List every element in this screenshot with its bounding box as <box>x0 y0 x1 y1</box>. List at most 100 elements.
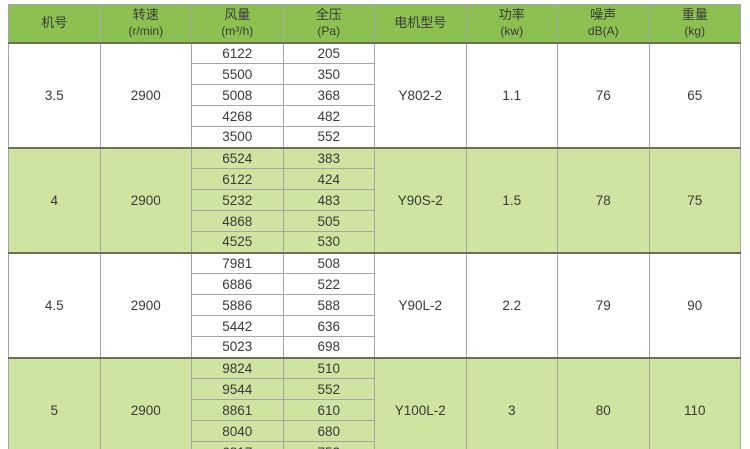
cell-fan-size: 4 <box>8 147 101 253</box>
cell-airflow: 6524 <box>191 147 284 169</box>
table-row: 4525 530 <box>9 231 741 253</box>
cell-power: 1.5 <box>465 147 558 253</box>
cell-airflow: 3500 <box>191 126 284 148</box>
cell-airflow: 9544 <box>191 378 284 400</box>
cell-pressure: 552 <box>282 378 375 400</box>
cell-airflow: 8861 <box>191 399 284 421</box>
cell-pressure: 483 <box>282 189 375 211</box>
cell-fan-size: 4.5 <box>8 252 101 358</box>
column-unit: (kw) <box>500 23 524 38</box>
table-row: 9544 552 <box>9 378 741 400</box>
cell-weight: 90 <box>648 252 741 358</box>
cell-pressure: 205 <box>282 42 375 64</box>
column-header-noise: 噪声 dB(A) <box>557 4 650 44</box>
column-title: 转速 <box>132 7 159 22</box>
cell-pressure: 588 <box>282 294 375 316</box>
cell-pressure: 424 <box>282 168 375 190</box>
spec-group: 3.5 2900 6122 205 Y802-2 1.1 76 65 5500 350 5008 36… <box>8 42 741 148</box>
cell-pressure: 530 <box>282 231 375 253</box>
table-row: 6817752 <box>9 441 741 449</box>
table-row: 5023 698 <box>9 336 741 358</box>
cell-speed: 2900 <box>99 357 192 449</box>
cell-motor-model: Y90S-2 <box>374 147 467 253</box>
cell-weight: 110 <box>648 357 741 449</box>
table-row: 4 2900 6524 383 Y90S-2 1.5 78 75 <box>8 147 741 253</box>
column-unit: (kg) <box>684 23 706 38</box>
table-row: 8861 610 <box>9 399 741 421</box>
cell-pressure: 680 <box>282 420 375 442</box>
cell-airflow: 5232 <box>191 189 284 211</box>
table-row: 8040 680 <box>9 420 741 442</box>
cell-pressure: 610 <box>282 399 375 421</box>
column-header-pressure: 全压 (Pa) <box>282 4 375 44</box>
table-row: 5 2900 9824 510 Y100L-2 3 80 110 <box>8 357 741 449</box>
cell-airflow: 5008 <box>191 84 284 106</box>
cell-power: 2.2 <box>465 252 558 358</box>
cell-fan-size: 5 <box>8 357 101 449</box>
cell-airflow: 5023 <box>191 336 284 358</box>
column-title: 全压 <box>315 7 342 22</box>
cell-noise: 79 <box>557 252 650 358</box>
cell-pressure: 636 <box>282 315 375 337</box>
cell-airflow: 6886 <box>191 273 284 295</box>
table-row: 3500 552 <box>9 126 741 148</box>
column-unit: (m³/h) <box>221 23 254 38</box>
table-row: 6886 522 <box>9 273 741 295</box>
cell-noise: 78 <box>557 147 650 253</box>
cell-airflow: 6817 <box>191 441 284 449</box>
table-row: 5232 483 <box>9 189 741 211</box>
cell-noise: 80 <box>557 357 650 449</box>
table-row: 5886 588 <box>9 294 741 316</box>
cell-pressure: 552 <box>282 126 375 148</box>
cell-power: 3 <box>465 357 558 449</box>
fan-spec-table: 机号 转速 (r/min) 风量 (m³/h) 全压 (Pa) 电机型号 功率 (kw) 噪声 dB(… <box>8 4 741 449</box>
table-row: 5008 368 <box>9 84 741 106</box>
column-title: 噪声 <box>590 7 617 22</box>
table-header: 机号 转速 (r/min) 风量 (m³/h) 全压 (Pa) 电机型号 功率 (kw) 噪声 dB(… <box>8 4 741 44</box>
cell-weight: 65 <box>648 42 741 148</box>
column-title: 机号 <box>41 14 68 30</box>
cell-speed: 2900 <box>99 252 192 358</box>
spec-group: 4.5 2900 7981 508 Y90L-2 2.2 79 90 6886 522 5886 58… <box>8 252 741 358</box>
cell-airflow: 8040 <box>191 420 284 442</box>
cell-pressure: 752 <box>282 441 375 449</box>
cell-airflow: 6122 <box>191 42 284 64</box>
cell-airflow: 4268 <box>191 105 284 127</box>
cell-airflow: 4525 <box>191 231 284 253</box>
column-header-weight: 重量 (kg) <box>648 4 741 44</box>
cell-pressure: 505 <box>282 210 375 232</box>
cell-fan-size: 3.5 <box>8 42 101 148</box>
cell-pressure: 482 <box>282 105 375 127</box>
column-header-fan-size: 机号 <box>8 4 101 44</box>
cell-pressure: 522 <box>282 273 375 295</box>
cell-airflow: 5500 <box>191 63 284 85</box>
column-unit: (Pa) <box>317 23 341 38</box>
cell-airflow: 9824 <box>191 357 284 379</box>
spec-group: 5 2900 9824 510 Y100L-2 3 80 110 9544 552 8861 610 8… <box>8 357 741 449</box>
cell-noise: 76 <box>557 42 650 148</box>
header-row: 机号 转速 (r/min) 风量 (m³/h) 全压 (Pa) 电机型号 功率 (kw) 噪声 dB(… <box>8 4 741 44</box>
cell-pressure: 383 <box>282 147 375 169</box>
cell-airflow: 4868 <box>191 210 284 232</box>
table-row: 4.5 2900 7981 508 Y90L-2 2.2 79 90 <box>8 252 741 358</box>
spec-table-container: 机号 转速 (r/min) 风量 (m³/h) 全压 (Pa) 电机型号 功率 (kw) 噪声 dB(… <box>8 4 741 449</box>
column-title: 功率 <box>498 7 525 22</box>
table-row: 5500 350 <box>9 63 741 85</box>
cell-motor-model: Y802-2 <box>374 42 467 148</box>
column-header-motor-model: 电机型号 <box>374 4 467 44</box>
cell-power: 1.1 <box>465 42 558 148</box>
cell-motor-model: Y90L-2 <box>374 252 467 358</box>
cell-pressure: 508 <box>282 252 375 274</box>
column-unit: dB(A) <box>587 23 619 38</box>
cell-speed: 2900 <box>99 42 192 148</box>
cell-pressure: 698 <box>282 336 375 358</box>
cell-pressure: 350 <box>282 63 375 85</box>
column-unit: (r/min) <box>128 23 164 38</box>
table-row: 5442 636 <box>9 315 741 337</box>
cell-pressure: 510 <box>282 357 375 379</box>
cell-airflow: 6122 <box>191 168 284 190</box>
column-title: 风量 <box>224 7 251 22</box>
column-header-power: 功率 (kw) <box>465 4 558 44</box>
cell-airflow: 5886 <box>191 294 284 316</box>
cell-speed: 2900 <box>99 147 192 253</box>
